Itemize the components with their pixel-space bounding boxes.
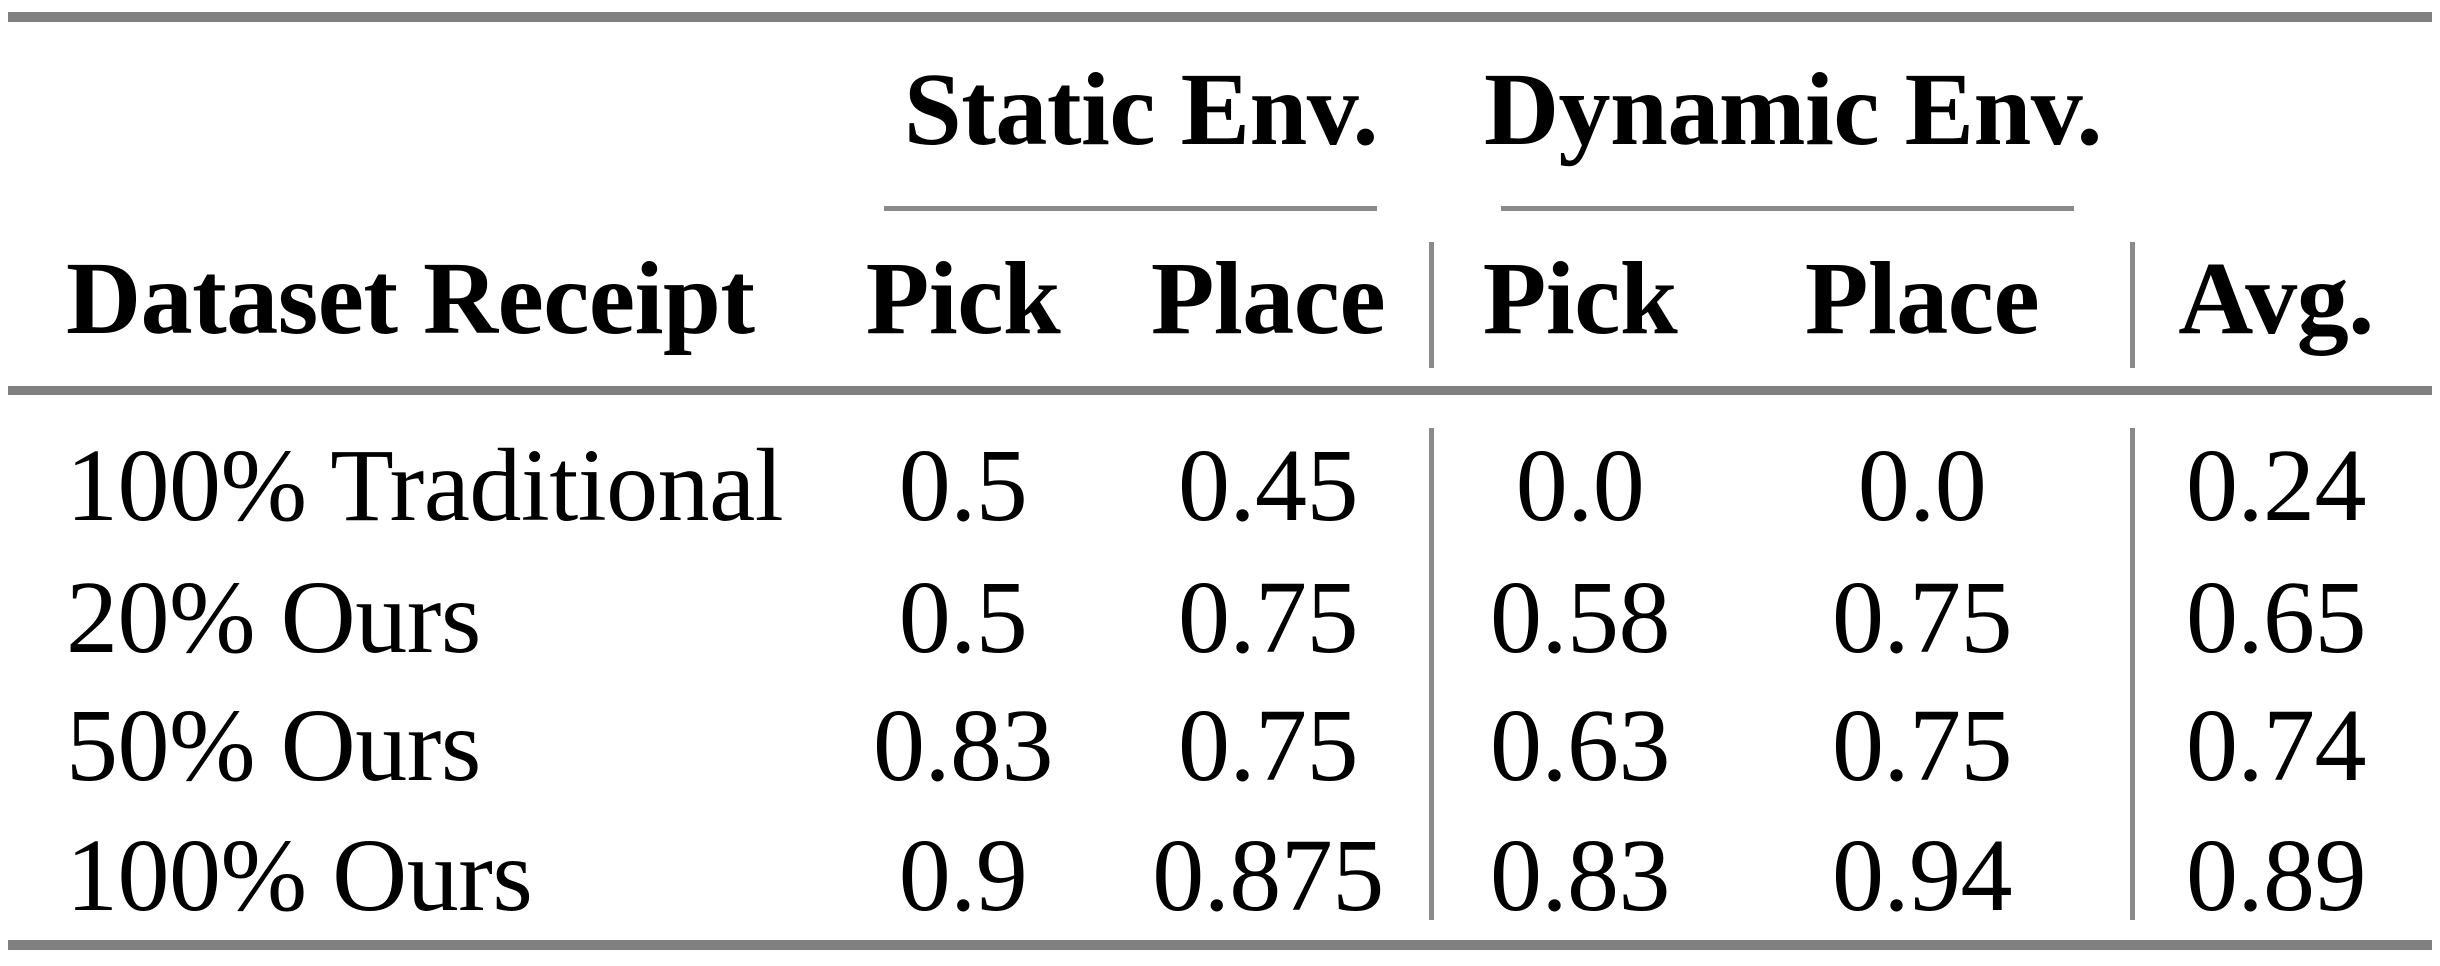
row-label: 100% Ours	[66, 818, 533, 933]
table-cell: 0.24	[2186, 428, 2367, 543]
table-cell: 0.65	[2186, 560, 2367, 675]
table-cell: 0.89	[2186, 818, 2367, 933]
table-cell: 0.9	[898, 818, 1028, 933]
table-cell: 0.83	[1490, 818, 1671, 933]
top-rule	[8, 12, 2432, 22]
column-separator-static-dynamic-body	[1429, 428, 1434, 920]
table-cell: 0.75	[1832, 688, 2013, 803]
table-cell: 0.75	[1832, 560, 2013, 675]
bottom-rule	[8, 940, 2432, 950]
table-cell: 0.875	[1152, 818, 1384, 933]
group-header-static-env: Static Env.	[903, 52, 1379, 167]
row-label: 50% Ours	[66, 688, 481, 803]
column-header-dynamic-place: Place	[1804, 241, 2040, 356]
table-cell: 0.74	[2186, 688, 2367, 803]
table-cell: 0.0	[1515, 428, 1645, 543]
header-body-separator-rule	[8, 386, 2432, 395]
table-cell: 0.75	[1178, 560, 1359, 675]
column-separator-static-dynamic-header	[1429, 242, 1434, 368]
table-cell: 0.94	[1832, 818, 2013, 933]
column-separator-avg-header	[2130, 242, 2135, 368]
column-header-static-pick: Pick	[865, 241, 1061, 356]
table-cell: 0.63	[1490, 688, 1671, 803]
row-label: 100% Traditional	[66, 428, 784, 543]
table-cell: 0.83	[873, 688, 1054, 803]
column-header-dataset-receipt: Dataset Receipt	[66, 241, 755, 356]
table-cell: 0.5	[898, 428, 1028, 543]
column-header-dynamic-pick: Pick	[1482, 241, 1678, 356]
static-env-underline-rule	[884, 206, 1377, 211]
column-header-avg: Avg.	[2178, 241, 2374, 356]
dynamic-env-underline-rule	[1501, 206, 2074, 211]
table-cell: 0.5	[898, 560, 1028, 675]
table-cell: 0.58	[1490, 560, 1671, 675]
table-cell: 0.0	[1857, 428, 1987, 543]
column-separator-avg-body	[2130, 428, 2135, 920]
row-label: 20% Ours	[66, 560, 481, 675]
table-cell: 0.75	[1178, 688, 1359, 803]
table-cell: 0.45	[1178, 428, 1359, 543]
column-header-static-place: Place	[1150, 241, 1386, 356]
group-header-dynamic-env: Dynamic Env.	[1483, 52, 2103, 167]
